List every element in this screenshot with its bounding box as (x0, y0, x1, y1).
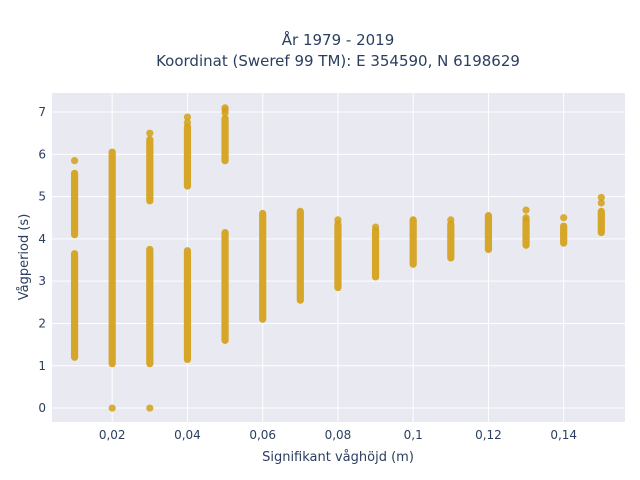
data-point-column (522, 216, 530, 249)
x-axis-ticks: 0,02 0,04 0,06 0,08 0,1 0,12 0,14 (99, 428, 577, 442)
x-axis-title: Signifikant våghöjd (m) (262, 450, 414, 465)
data-point-column (371, 226, 380, 281)
y-tick-label: 2 (38, 316, 46, 330)
data-point-column (183, 123, 192, 190)
data-point (371, 223, 380, 231)
data-point-column (183, 247, 192, 364)
x-tick-label: 0,12 (475, 428, 502, 442)
y-axis-title: Vågperiod (s) (17, 214, 32, 301)
x-tick-label: 0,1 (404, 428, 423, 442)
y-tick-label: 3 (38, 274, 46, 288)
x-tick-label: 0,14 (550, 428, 577, 442)
data-point-column (221, 228, 229, 344)
data-point-column (296, 207, 304, 304)
data-point-column (409, 216, 417, 268)
chart-title-line-1: År 1979 - 2019 (282, 30, 395, 49)
x-tick-label: 0,06 (249, 428, 276, 442)
data-point (183, 119, 192, 127)
data-points (70, 104, 605, 412)
data-point (597, 193, 605, 202)
data-point-column (221, 114, 229, 165)
data-point-column (70, 250, 79, 361)
x-tick-label: 0,04 (174, 428, 201, 442)
data-point (146, 404, 154, 412)
data-point-column (334, 220, 342, 292)
data-point (560, 214, 568, 222)
data-point-column (597, 207, 605, 237)
y-tick-label: 4 (38, 232, 46, 246)
y-tick-label: 6 (38, 147, 46, 161)
data-point-column (108, 148, 116, 368)
data-point (522, 214, 530, 222)
data-point-column (70, 169, 79, 239)
data-point (522, 206, 530, 214)
data-point (146, 129, 154, 137)
data-point-column (560, 222, 568, 247)
y-tick-label: 0 (38, 401, 46, 415)
data-point (597, 199, 605, 207)
data-point-column (447, 220, 455, 262)
data-point (70, 157, 79, 165)
data-point-column (146, 135, 154, 205)
y-tick-label: 5 (38, 190, 46, 204)
x-tick-label: 0,08 (325, 428, 352, 442)
data-point-column (484, 212, 493, 254)
data-point-column (146, 245, 154, 368)
y-axis-ticks: 0 1 2 3 4 5 6 7 (38, 105, 46, 415)
data-point (334, 216, 342, 224)
x-tick-label: 0,02 (99, 428, 126, 442)
data-point-column (259, 209, 267, 323)
data-point (108, 404, 116, 412)
y-tick-label: 7 (38, 105, 46, 119)
data-point (221, 109, 229, 117)
data-point (183, 113, 192, 121)
data-point (447, 216, 455, 224)
y-tick-label: 1 (38, 359, 46, 373)
chart-title-line-2: Koordinat (Sweref 99 TM): E 354590, N 61… (156, 52, 520, 70)
